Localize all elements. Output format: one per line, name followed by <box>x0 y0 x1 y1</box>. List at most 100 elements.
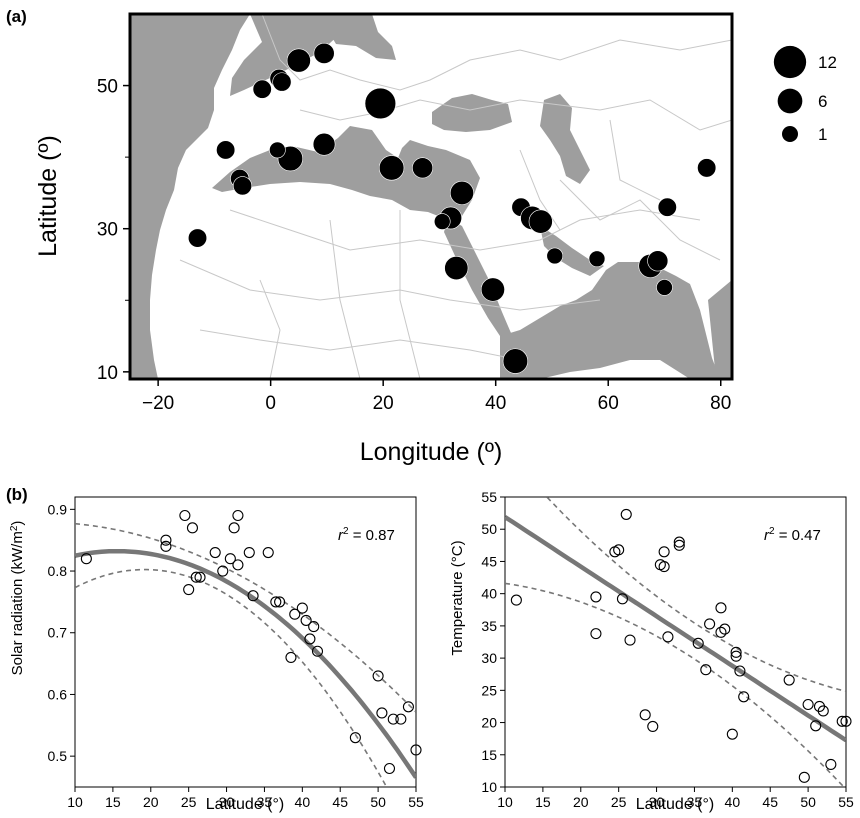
solar-point-1 <box>160 534 172 546</box>
solar-y-axis-label-sup: 2 <box>9 525 20 531</box>
temp-point-2 <box>590 628 602 640</box>
map-point-5 <box>252 79 272 99</box>
map-point-23 <box>546 247 564 265</box>
sea-caspian <box>540 94 590 184</box>
solar-x-tick-label-2: 20 <box>143 794 159 810</box>
size-legend-label-1: 6 <box>818 92 827 111</box>
temp-y-tick-label-1: 15 <box>481 747 497 763</box>
temp-point-25 <box>734 665 746 677</box>
solar-point-8 <box>209 546 221 559</box>
solar-point-14 <box>243 546 255 559</box>
temp-r2-annotation: r2 = 0.47 <box>764 526 821 544</box>
size-legend: 12 6 1 <box>773 45 837 144</box>
map-point-19 <box>502 348 529 374</box>
sea-north <box>230 14 340 96</box>
map-point-2 <box>313 42 335 64</box>
map-point-12 <box>378 155 405 181</box>
size-legend-label-0: 12 <box>818 53 837 72</box>
temp-point-6 <box>620 508 632 520</box>
solar-point-32 <box>402 701 414 713</box>
temp-x-tick-label-9: 55 <box>838 794 854 810</box>
temp-y-tick-label-3: 25 <box>481 682 497 698</box>
temp-point-33 <box>825 758 837 770</box>
solar-point-13 <box>232 559 244 571</box>
temp-point-11 <box>658 546 670 558</box>
size-legend-label-2: 1 <box>818 125 827 144</box>
solar-point-15 <box>247 590 259 602</box>
temp-point-34 <box>836 715 848 727</box>
temp-y-tick-label-6: 40 <box>481 586 497 602</box>
map-y-tick-label-1: 30 <box>97 220 118 241</box>
map-x-tick-label-1: 0 <box>265 393 276 414</box>
map-y-tick-label-0: 10 <box>97 363 118 384</box>
temp-plot-frame <box>504 496 847 788</box>
map-x-tick-label-0: −20 <box>142 393 174 414</box>
solar-x-tick-label-3: 25 <box>181 794 197 810</box>
solar-x-tick-label-4: 30 <box>219 794 235 810</box>
temp-point-9 <box>647 720 659 732</box>
temp-y-tick-label-8: 50 <box>481 521 497 537</box>
solar-point-33 <box>410 744 422 756</box>
map-sea <box>130 14 732 379</box>
solar-x-tick-label-0: 10 <box>67 794 83 810</box>
solar-fit-line <box>75 548 416 779</box>
map-points <box>187 42 717 374</box>
solar-point-25 <box>311 645 324 657</box>
solar-y-axis-label-main: Solar radiation (kW/m <box>9 531 26 675</box>
temp-point-18 <box>704 618 716 630</box>
solar-point-18 <box>274 596 286 608</box>
temp-point-16 <box>692 637 704 649</box>
temp-x-tick-label-5: 35 <box>687 794 703 810</box>
solar-x-tick-label-7: 45 <box>332 794 348 810</box>
solar-plot-frame <box>74 496 417 788</box>
temp-point-22 <box>726 728 738 740</box>
temp-point-13 <box>662 631 674 643</box>
solar-point-19 <box>285 651 297 663</box>
temp-ci-upper <box>545 497 846 693</box>
temp-x-tick-label-2: 20 <box>573 794 589 810</box>
map-frame <box>128 12 734 381</box>
temp-x-axis-label: Latitude (°) <box>636 796 714 813</box>
solar-point-7 <box>194 571 206 583</box>
map-axes: −20 0 20 40 60 80 10 30 50 <box>97 77 731 414</box>
map-x-tick-label-5: 80 <box>710 393 731 414</box>
solar-point-26 <box>349 732 361 744</box>
solar-point-20 <box>289 608 301 620</box>
solar-point-21 <box>296 602 308 614</box>
solar-x-tick-label-8: 50 <box>370 794 386 810</box>
map-x-tick-label-4: 60 <box>598 393 619 414</box>
map-y-axis-label: Latitude (º) <box>34 135 62 257</box>
map-x-axis-label: Longitude (º) <box>360 438 503 466</box>
map-point-18 <box>480 277 505 302</box>
temperature-plot: 10 15 20 25 30 35 40 45 50 55 10 15 20 25 30 35 40 45 50 55 <box>481 489 854 810</box>
solar-y-tick-label-2: 0.7 <box>48 625 68 641</box>
temp-point-19 <box>715 602 727 614</box>
sea-bengal <box>708 280 732 379</box>
solar-point-23 <box>304 633 316 645</box>
temp-point-23 <box>730 650 742 662</box>
solar-y-axis-label: Solar radiation (kW/m2) <box>9 521 26 676</box>
temp-r2-sup: 2 <box>769 526 775 537</box>
solar-y-tick-label-4: 0.9 <box>48 501 68 517</box>
solar-point-16 <box>262 546 274 559</box>
map-x-tick-label-2: 20 <box>373 393 394 414</box>
temp-y-tick-label-9: 55 <box>481 489 497 505</box>
map-point-8 <box>269 141 286 159</box>
solar-point-6 <box>190 571 202 583</box>
temp-point-1 <box>590 591 602 603</box>
temp-y-tick-label-4: 30 <box>481 650 497 666</box>
solar-x-tick-label-1: 15 <box>105 794 121 810</box>
map-panel <box>128 12 734 381</box>
temp-point-20 <box>715 626 727 638</box>
temp-point-4 <box>613 544 625 556</box>
temp-point-35 <box>840 715 852 727</box>
solar-y-tick-label-3: 0.8 <box>48 563 68 579</box>
solar-ci-upper <box>75 522 416 713</box>
temp-fit-line <box>505 515 846 743</box>
map-point-14 <box>449 180 474 205</box>
solar-point-17 <box>270 596 282 608</box>
temp-y-tick-label-0: 10 <box>481 779 497 795</box>
temp-point-5 <box>616 593 629 605</box>
solar-x-tick-label-5: 35 <box>257 794 273 810</box>
